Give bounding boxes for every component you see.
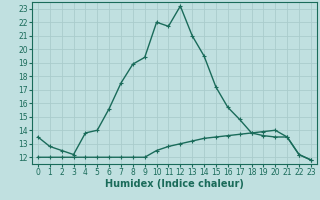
X-axis label: Humidex (Indice chaleur): Humidex (Indice chaleur): [105, 179, 244, 189]
